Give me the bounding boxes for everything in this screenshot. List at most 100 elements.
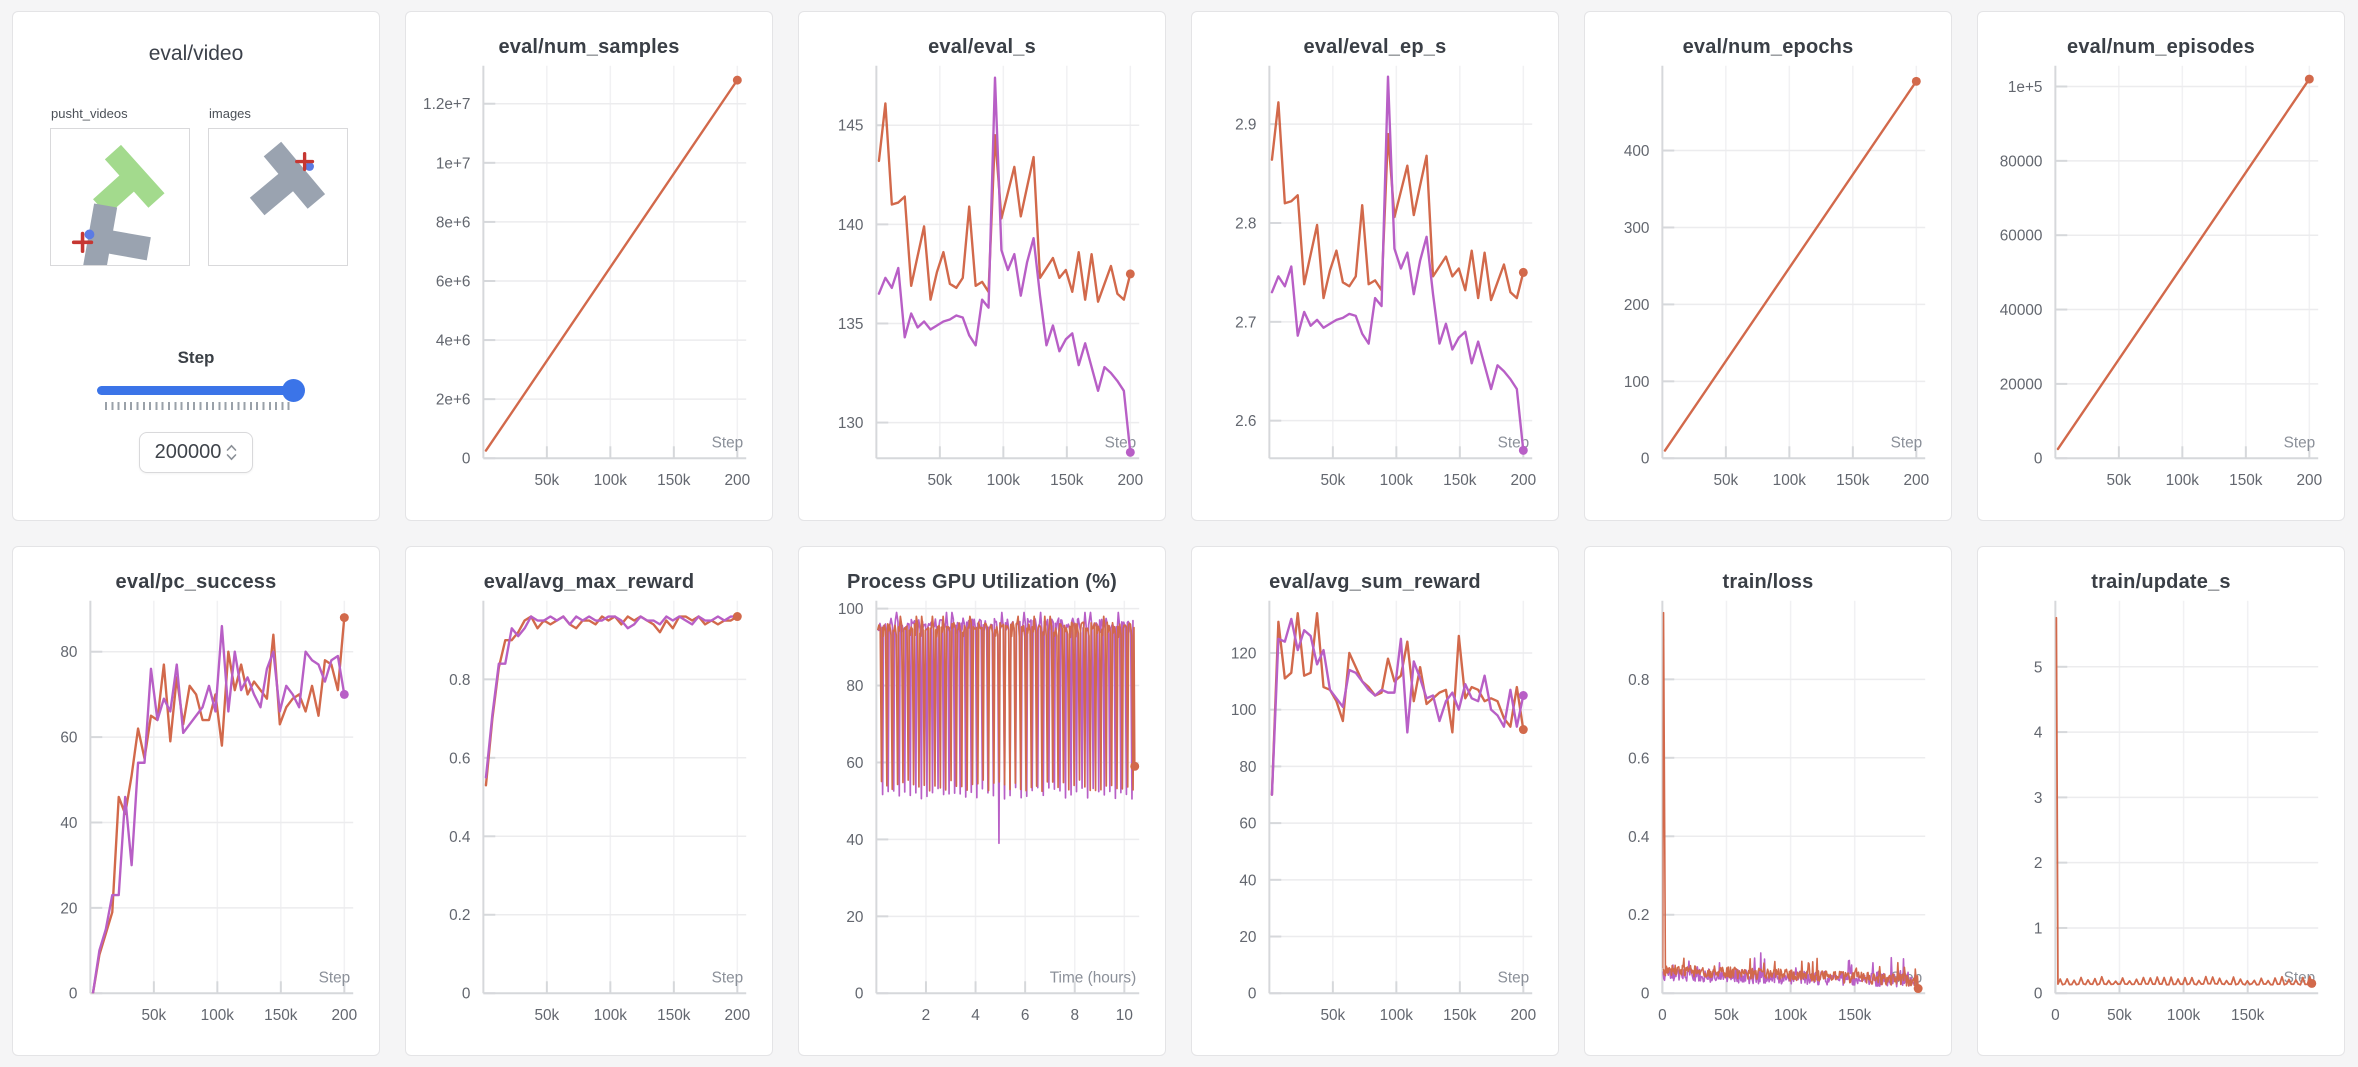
svg-text:135: 135 bbox=[838, 316, 864, 333]
svg-text:Step: Step bbox=[712, 434, 744, 451]
svg-text:4: 4 bbox=[2034, 725, 2043, 742]
svg-text:2: 2 bbox=[922, 1007, 931, 1024]
svg-text:50k: 50k bbox=[2107, 1007, 2132, 1024]
chart-title: eval/eval_ep_s bbox=[1303, 36, 1447, 58]
svg-text:2.7: 2.7 bbox=[1235, 314, 1256, 331]
slider-track[interactable] bbox=[97, 379, 305, 402]
svg-text:400: 400 bbox=[1624, 143, 1650, 160]
step-value-input[interactable]: 200000 bbox=[139, 432, 253, 473]
svg-text:100k: 100k bbox=[2167, 1007, 2201, 1024]
line-chart[interactable]: 50k 100k 150k 200 0 20 40 60 80 100 120 Step bbox=[1192, 547, 1558, 1055]
slider-ticks bbox=[105, 402, 293, 410]
svg-text:100k: 100k bbox=[1380, 472, 1414, 489]
step-slider-label: Step bbox=[177, 348, 215, 367]
svg-text:0: 0 bbox=[69, 986, 78, 1003]
slider-thumb[interactable] bbox=[282, 379, 305, 402]
media-label: pusht_videos bbox=[51, 106, 128, 121]
svg-text:80: 80 bbox=[846, 678, 863, 695]
svg-text:Step: Step bbox=[1891, 434, 1923, 451]
panel-eval-num-episodes: eval/num_episodes 50k 100k 150k 200 0 20000 40… bbox=[1977, 11, 2345, 521]
line-chart[interactable]: 50k 100k 150k 200 0 0.2 0.4 0.6 0.8 Step bbox=[406, 547, 772, 1055]
chart-title: Process GPU Utilization (%) bbox=[847, 571, 1117, 593]
svg-text:100k: 100k bbox=[1773, 472, 1807, 489]
svg-text:20: 20 bbox=[1239, 929, 1256, 946]
image-thumbnail[interactable] bbox=[208, 128, 348, 266]
svg-text:6e+6: 6e+6 bbox=[436, 273, 471, 290]
svg-text:40: 40 bbox=[846, 832, 863, 849]
svg-text:150k: 150k bbox=[1838, 1007, 1872, 1024]
svg-text:2: 2 bbox=[2034, 855, 2043, 872]
step-slider[interactable] bbox=[97, 379, 305, 410]
svg-text:100: 100 bbox=[838, 601, 864, 618]
svg-text:0: 0 bbox=[2051, 1007, 2060, 1024]
panel-eval-avg-sum-reward: eval/avg_sum_reward 50k 100k 150k 200 0 20 40 6… bbox=[1191, 546, 1559, 1056]
svg-text:80: 80 bbox=[60, 644, 77, 661]
svg-text:100k: 100k bbox=[1774, 1007, 1808, 1024]
svg-text:2.9: 2.9 bbox=[1235, 117, 1256, 134]
agent-dot bbox=[305, 162, 314, 171]
svg-text:200: 200 bbox=[725, 1007, 751, 1024]
svg-text:200: 200 bbox=[725, 472, 751, 489]
svg-text:150k: 150k bbox=[1050, 472, 1084, 489]
panel-eval-num-epochs: eval/num_epochs 50k 100k 150k 200 0 100 200 300… bbox=[1584, 11, 1952, 521]
svg-text:50k: 50k bbox=[1713, 472, 1738, 489]
svg-text:2e+6: 2e+6 bbox=[436, 392, 471, 409]
chart-title: eval/num_episodes bbox=[2067, 36, 2255, 58]
panel-eval-num-samples: eval/num_samples 50k 100k 150k 200 0 2e+6 4e+6… bbox=[405, 11, 773, 521]
svg-text:20: 20 bbox=[60, 900, 77, 917]
svg-text:0: 0 bbox=[855, 986, 864, 1003]
media-row: pusht_videos bbox=[50, 106, 348, 266]
line-chart[interactable]: 50k 100k 150k 200 0 2e+6 4e+6 6e+6 8e+6 1e+7 1.2e+… bbox=[406, 12, 772, 520]
svg-text:200: 200 bbox=[1511, 1007, 1537, 1024]
svg-text:60000: 60000 bbox=[2000, 228, 2043, 245]
svg-text:3: 3 bbox=[2034, 790, 2043, 807]
step-value: 200000 bbox=[154, 441, 222, 463]
svg-text:6: 6 bbox=[1021, 1007, 1030, 1024]
svg-text:80: 80 bbox=[1239, 759, 1256, 776]
svg-text:50k: 50k bbox=[1714, 1007, 1739, 1024]
svg-text:150k: 150k bbox=[2231, 1007, 2265, 1024]
svg-text:130: 130 bbox=[838, 415, 864, 432]
svg-text:0: 0 bbox=[462, 986, 471, 1003]
panel-eval-avg-max-reward: eval/avg_max_reward 50k 100k 150k 200 0 0.2 0.… bbox=[405, 546, 773, 1056]
panel-eval-eval-ep-s: eval/eval_ep_s 50k 100k 150k 200 2.6 2.7 2.8 2.… bbox=[1191, 11, 1559, 521]
svg-text:2.6: 2.6 bbox=[1235, 413, 1256, 430]
svg-text:0.2: 0.2 bbox=[449, 907, 470, 924]
svg-text:150k: 150k bbox=[1443, 472, 1477, 489]
svg-text:0: 0 bbox=[462, 451, 471, 468]
svg-text:Time (hours): Time (hours) bbox=[1050, 969, 1136, 986]
svg-text:0: 0 bbox=[1658, 1007, 1667, 1024]
svg-text:0.4: 0.4 bbox=[1628, 829, 1650, 846]
line-chart[interactable]: 50k 100k 150k 200 0 20 40 60 80 Step bbox=[13, 547, 379, 1055]
svg-text:0: 0 bbox=[1641, 986, 1650, 1003]
spinner-down-icon[interactable] bbox=[226, 453, 237, 461]
svg-text:1: 1 bbox=[2034, 920, 2043, 937]
svg-text:4e+6: 4e+6 bbox=[436, 333, 471, 350]
svg-text:0: 0 bbox=[2034, 451, 2043, 468]
svg-text:0: 0 bbox=[2034, 986, 2043, 1003]
line-chart[interactable]: 50k 100k 150k 200 0 100 200 300 400 Step bbox=[1585, 12, 1951, 520]
svg-text:200: 200 bbox=[1118, 472, 1144, 489]
line-chart[interactable]: 50k 100k 150k 200 0 20000 40000 60000 80000 1e+5 S… bbox=[1978, 12, 2344, 520]
svg-text:Step: Step bbox=[1498, 969, 1530, 986]
svg-text:0.4: 0.4 bbox=[449, 829, 471, 846]
svg-text:0.8: 0.8 bbox=[1628, 672, 1649, 689]
panel-train-update-s: train/update_s 0 50k 100k 150k 0 1 2 3 4 5 Step bbox=[1977, 546, 2345, 1056]
panel-eval-video: eval/video pusht_videos bbox=[12, 11, 380, 521]
panel-eval-eval-s: eval/eval_s 50k 100k 150k 200 130 135 140 145 St… bbox=[798, 11, 1166, 521]
svg-text:150k: 150k bbox=[657, 1007, 691, 1024]
svg-text:200: 200 bbox=[2297, 472, 2323, 489]
spinner-up-icon[interactable] bbox=[226, 444, 237, 452]
svg-text:150k: 150k bbox=[657, 472, 691, 489]
video-thumbnail-pusht[interactable] bbox=[50, 128, 190, 266]
svg-text:150k: 150k bbox=[264, 1007, 298, 1024]
svg-text:80000: 80000 bbox=[2000, 153, 2043, 170]
svg-text:100k: 100k bbox=[594, 472, 628, 489]
panel-gpu-utilization: Process GPU Utilization (%) 2 4 6 8 10 0 20 40 6… bbox=[798, 546, 1166, 1056]
